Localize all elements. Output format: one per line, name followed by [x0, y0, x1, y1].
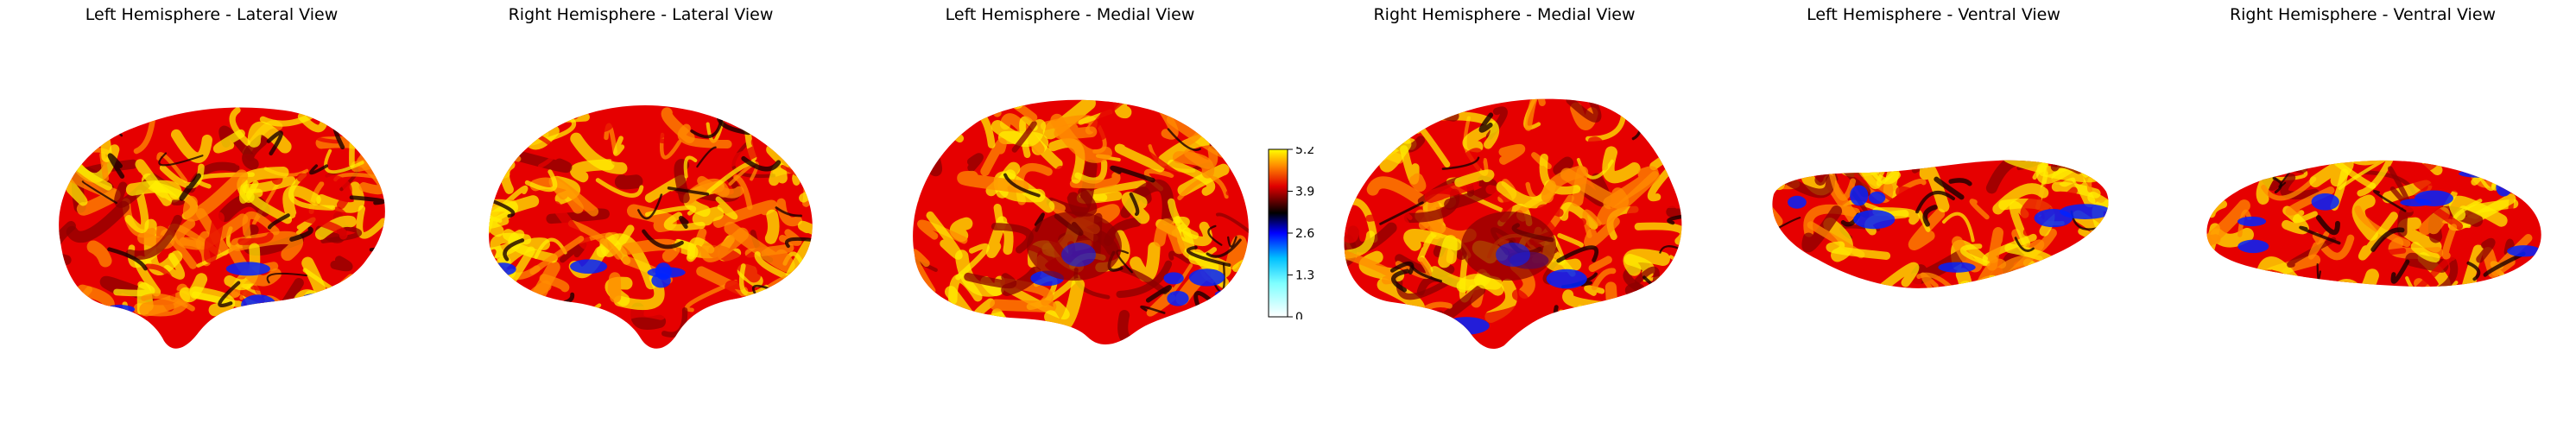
brain-surface-left-medial: [913, 99, 1249, 345]
panel-left-lateral: Left Hemisphere - Lateral View: [0, 0, 423, 442]
colorbar-tick-label: 0: [1295, 311, 1303, 319]
panel-title: Left Hemisphere - Ventral View: [1807, 5, 2060, 24]
brain-surface-right-lateral: [489, 105, 813, 349]
brain-surface-right-ventral: [2206, 160, 2541, 287]
brain-surface-left-lateral: [59, 107, 385, 349]
colorbar-ticks: 5.2 3.9 2.6 1.3 0: [1288, 147, 1314, 319]
colorbar: 5.2 3.9 2.6 1.3 0: [1268, 147, 1314, 319]
brain-surface-left-ventral: [1772, 160, 2109, 288]
colorbar-tick-label: 2.6: [1295, 227, 1314, 241]
panel-left-ventral: Left Hemisphere - Ventral View: [1722, 0, 2145, 442]
panel-left-medial: Left Hemisphere - Medial View: [858, 0, 1282, 442]
panel-right-lateral: Right Hemisphere - Lateral View: [429, 0, 852, 442]
panel-right-ventral: Right Hemisphere - Ventral View: [2151, 0, 2574, 442]
brain-surface-right-medial: [1344, 98, 1682, 350]
panel-title: Left Hemisphere - Medial View: [945, 5, 1195, 24]
panel-title: Right Hemisphere - Lateral View: [508, 5, 774, 24]
panel-title: Right Hemisphere - Medial View: [1373, 5, 1636, 24]
colorbar-tick-label: 1.3: [1295, 269, 1314, 283]
colorbar-gradient: [1268, 148, 1288, 318]
colorbar-tick-label: 3.9: [1295, 186, 1314, 199]
panel-right-medial: Right Hemisphere - Medial View: [1293, 0, 1716, 442]
panel-title: Left Hemisphere - Lateral View: [85, 5, 339, 24]
panel-title: Right Hemisphere - Ventral View: [2229, 5, 2497, 24]
colorbar-tick-label: 5.2: [1295, 147, 1314, 157]
